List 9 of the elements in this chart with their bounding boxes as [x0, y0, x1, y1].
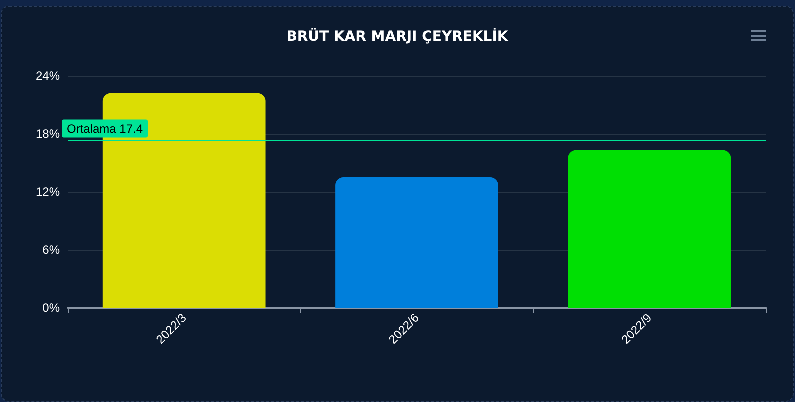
- y-tick-label: 12%: [36, 185, 60, 199]
- ref-line-label: Ortalama 17.4: [67, 122, 144, 136]
- y-tick-label: 0%: [42, 301, 60, 315]
- y-tick-label: 6%: [42, 243, 60, 257]
- bar: [568, 150, 732, 308]
- y-tick-label: 18%: [36, 127, 60, 141]
- chart-title: BRÜT KAR MARJI ÇEYREKLİK: [286, 28, 510, 45]
- y-tick-label: 24%: [36, 69, 60, 83]
- bar: [336, 178, 498, 308]
